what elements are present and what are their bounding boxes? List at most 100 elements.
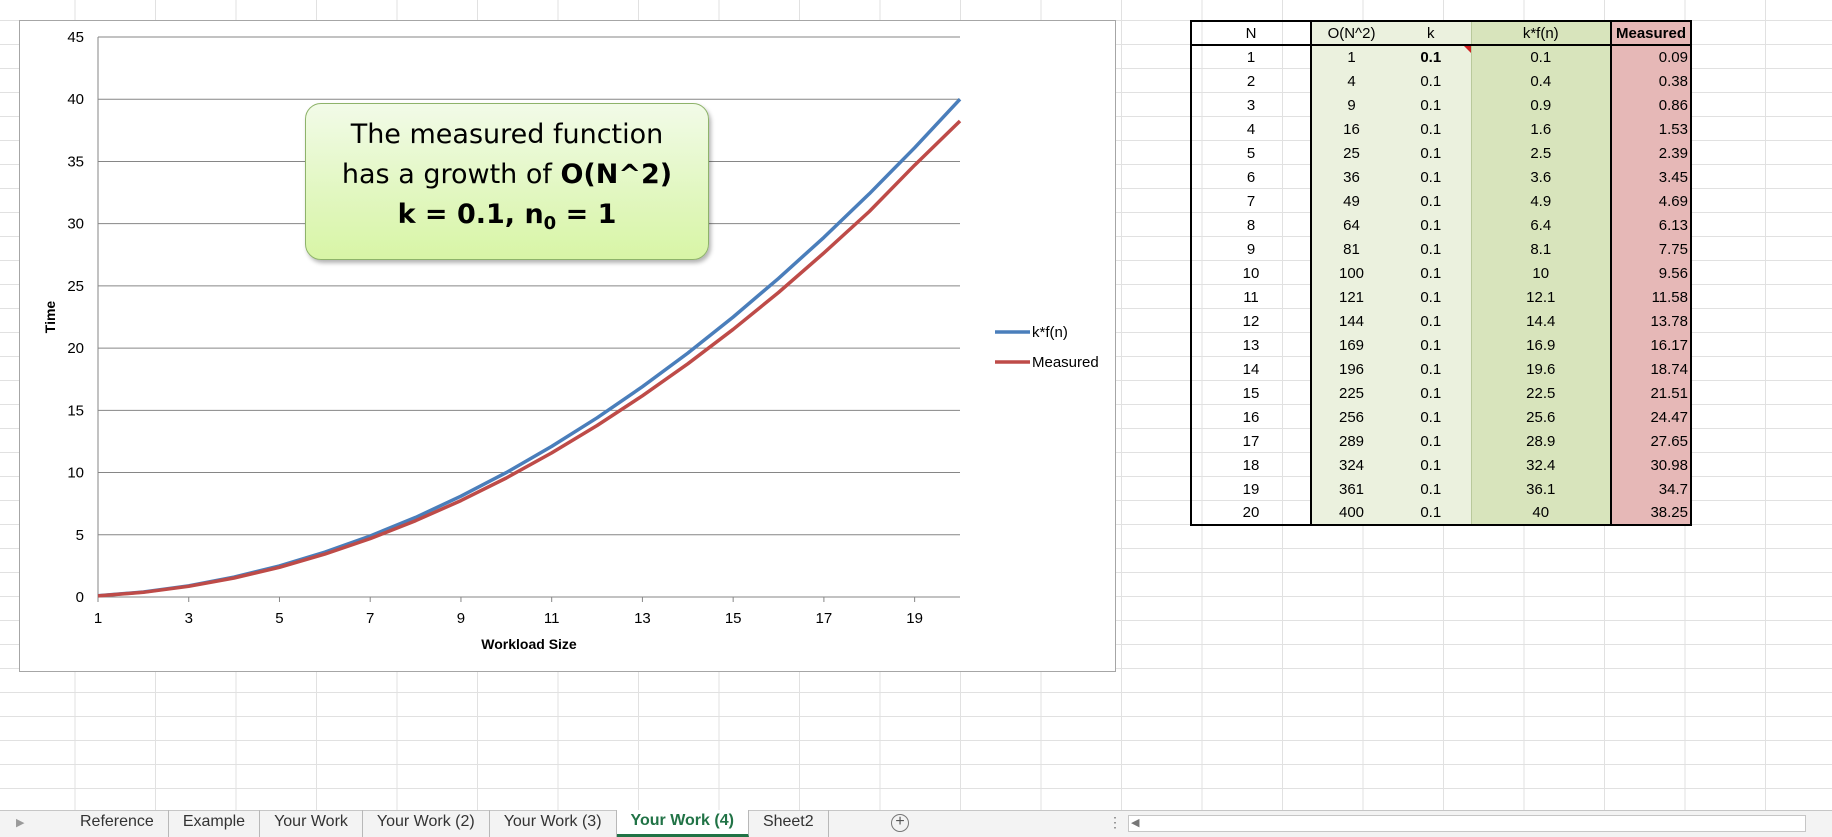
table-cell[interactable]: 100 — [1311, 261, 1391, 285]
table-cell[interactable]: 81 — [1311, 237, 1391, 261]
table-cell[interactable]: 144 — [1311, 309, 1391, 333]
table-cell[interactable]: 64 — [1311, 213, 1391, 237]
table-cell[interactable]: 22.5 — [1470, 381, 1612, 405]
table-cell[interactable]: 0.1 — [1391, 333, 1471, 357]
sheet-tab[interactable]: Example — [169, 810, 261, 837]
table-cell[interactable]: 13 — [1191, 333, 1312, 357]
column-header[interactable]: k — [1391, 21, 1471, 46]
table-cell[interactable]: 4.9 — [1470, 189, 1612, 213]
table-cell[interactable]: 0.1 — [1391, 501, 1471, 525]
table-cell[interactable]: 0.86 — [1611, 93, 1691, 117]
table-cell[interactable]: 27.65 — [1611, 429, 1691, 453]
sheet-tab[interactable]: Sheet2 — [749, 810, 829, 837]
sheet-tab[interactable]: Your Work — [260, 810, 363, 837]
column-header[interactable]: Measured — [1611, 21, 1691, 46]
table-cell[interactable]: 225 — [1311, 381, 1391, 405]
table-cell[interactable]: 20 — [1191, 501, 1312, 525]
table-cell[interactable]: 19.6 — [1470, 357, 1612, 381]
table-cell[interactable]: 4.69 — [1611, 189, 1691, 213]
sheet-tab[interactable]: Reference — [66, 810, 169, 837]
table-cell[interactable]: 9 — [1311, 93, 1391, 117]
table-cell[interactable]: 400 — [1311, 501, 1391, 525]
table-cell[interactable]: 0.1 — [1391, 405, 1471, 429]
sheet-tab[interactable]: Your Work (4) — [616, 810, 749, 837]
table-cell[interactable]: 0.38 — [1611, 69, 1691, 93]
table-cell[interactable]: 0.1 — [1391, 429, 1471, 453]
table-cell[interactable]: 6 — [1191, 165, 1312, 189]
table-cell[interactable]: 256 — [1311, 405, 1391, 429]
callout-textbox[interactable]: The measured function has a growth of O(… — [305, 103, 709, 260]
table-cell[interactable]: 0.1 — [1391, 453, 1471, 477]
table-cell[interactable]: 3.6 — [1470, 165, 1612, 189]
table-cell[interactable]: 121 — [1311, 285, 1391, 309]
table-cell[interactable]: 8.1 — [1470, 237, 1612, 261]
table-cell[interactable]: 24.47 — [1611, 405, 1691, 429]
table-cell[interactable]: 0.1 — [1391, 357, 1471, 381]
table-cell[interactable]: 17 — [1191, 429, 1312, 453]
table-cell[interactable]: 32.4 — [1470, 453, 1612, 477]
table-cell[interactable]: 7.75 — [1611, 237, 1691, 261]
table-cell[interactable]: 12.1 — [1470, 285, 1612, 309]
plus-circle-icon[interactable]: + — [891, 814, 909, 832]
column-header[interactable]: k*f(n) — [1470, 21, 1612, 46]
table-cell[interactable]: 0.1 — [1391, 261, 1471, 285]
table-cell[interactable]: 18.74 — [1611, 357, 1691, 381]
table-cell[interactable]: 16 — [1311, 117, 1391, 141]
table-cell[interactable]: 16.17 — [1611, 333, 1691, 357]
table-cell[interactable]: 0.1 — [1391, 309, 1471, 333]
table-cell[interactable]: 0.09 — [1611, 45, 1691, 69]
table-cell[interactable]: 0.1 — [1391, 381, 1471, 405]
table-cell[interactable]: 4 — [1191, 117, 1312, 141]
horizontal-scrollbar[interactable]: ◀ — [1128, 815, 1806, 832]
table-cell[interactable]: 1.6 — [1470, 117, 1612, 141]
table-cell[interactable]: 25 — [1311, 141, 1391, 165]
table-cell[interactable]: 9.56 — [1611, 261, 1691, 285]
table-cell[interactable]: 36 — [1311, 165, 1391, 189]
table-cell[interactable]: 3.45 — [1611, 165, 1691, 189]
column-header[interactable]: N — [1191, 21, 1312, 46]
table-cell[interactable]: 361 — [1311, 477, 1391, 501]
table-cell[interactable]: 289 — [1311, 429, 1391, 453]
table-cell[interactable]: 0.1 — [1391, 477, 1471, 501]
table-cell[interactable]: 40 — [1470, 501, 1612, 525]
table-cell[interactable]: 3 — [1191, 93, 1312, 117]
table-cell[interactable]: 5 — [1191, 141, 1312, 165]
table-cell[interactable]: 0.1 — [1391, 165, 1471, 189]
table-cell[interactable]: 324 — [1311, 453, 1391, 477]
table-cell[interactable]: 0.1 — [1391, 45, 1471, 69]
table-cell[interactable]: 25.6 — [1470, 405, 1612, 429]
table-cell[interactable]: 36.1 — [1470, 477, 1612, 501]
table-cell[interactable]: 1 — [1311, 45, 1391, 69]
table-cell[interactable]: 0.1 — [1470, 45, 1612, 69]
table-cell[interactable]: 1 — [1191, 45, 1312, 69]
table-cell[interactable]: 30.98 — [1611, 453, 1691, 477]
table-cell[interactable]: 14 — [1191, 357, 1312, 381]
table-cell[interactable]: 8 — [1191, 213, 1312, 237]
table-cell[interactable]: 16.9 — [1470, 333, 1612, 357]
table-cell[interactable]: 34.7 — [1611, 477, 1691, 501]
table-cell[interactable]: 0.1 — [1391, 189, 1471, 213]
vertical-dots-icon[interactable]: ⋮ — [1108, 814, 1122, 830]
table-cell[interactable]: 2.39 — [1611, 141, 1691, 165]
table-cell[interactable]: 15 — [1191, 381, 1312, 405]
table-cell[interactable]: 1.53 — [1611, 117, 1691, 141]
table-cell[interactable]: 169 — [1311, 333, 1391, 357]
table-cell[interactable]: 16 — [1191, 405, 1312, 429]
table-cell[interactable]: 2 — [1191, 69, 1312, 93]
table-cell[interactable]: 9 — [1191, 237, 1312, 261]
table-cell[interactable]: 6.4 — [1470, 213, 1612, 237]
table-cell[interactable]: 11 — [1191, 285, 1312, 309]
table-cell[interactable]: 19 — [1191, 477, 1312, 501]
chart[interactable]: 0 5 10 15 20 25 30 35 40 45 1 3 5 7 9 11 13 15 17 19 Workloa… — [19, 20, 1116, 672]
table-cell[interactable]: 2.5 — [1470, 141, 1612, 165]
table-cell[interactable]: 0.9 — [1470, 93, 1612, 117]
table-cell[interactable]: 49 — [1311, 189, 1391, 213]
table-cell[interactable]: 6.13 — [1611, 213, 1691, 237]
sheet-tab[interactable]: Your Work (3) — [490, 810, 617, 837]
table-cell[interactable]: 18 — [1191, 453, 1312, 477]
table-cell[interactable]: 0.1 — [1391, 213, 1471, 237]
table-cell[interactable]: 28.9 — [1470, 429, 1612, 453]
table-cell[interactable]: 0.4 — [1470, 69, 1612, 93]
table-cell[interactable]: 7 — [1191, 189, 1312, 213]
table-cell[interactable]: 4 — [1311, 69, 1391, 93]
